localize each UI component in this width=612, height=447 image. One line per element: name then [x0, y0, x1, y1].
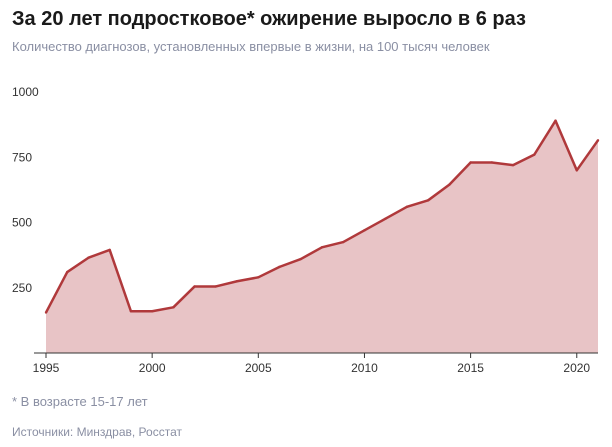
- data-point-2021: [596, 139, 600, 142]
- data-point-2013: [426, 199, 430, 202]
- x-tick-label-1995: 1995: [33, 361, 60, 375]
- data-point-2010: [363, 229, 366, 232]
- data-point-1999: [129, 310, 133, 313]
- data-point-1996: [66, 270, 69, 274]
- data-point-1997: [87, 256, 90, 259]
- x-tick-label-2005: 2005: [245, 361, 272, 375]
- data-point-2009: [342, 240, 345, 244]
- data-point-2006: [278, 265, 281, 269]
- x-tick-label-2020: 2020: [563, 361, 590, 375]
- source-note: Источники: Минздрав, Росстат: [12, 425, 182, 439]
- x-tick-label-2015: 2015: [457, 361, 484, 375]
- data-point-2005: [257, 276, 260, 279]
- y-tick-label-500: 500: [12, 216, 32, 230]
- data-point-2014: [448, 183, 451, 186]
- data-point-2011: [384, 217, 387, 220]
- data-point-2008: [320, 246, 324, 249]
- x-tick-label-2010: 2010: [351, 361, 378, 375]
- y-tick-label-1000: 1000: [12, 85, 39, 99]
- data-point-2001: [172, 306, 175, 309]
- y-tick-label-750: 750: [12, 150, 32, 164]
- data-point-2002: [193, 285, 196, 288]
- chart-title: За 20 лет подростковое* ожирение выросло…: [12, 8, 526, 30]
- data-point-2017: [511, 163, 515, 167]
- data-point-2019: [554, 119, 557, 122]
- data-point-2016: [490, 161, 494, 164]
- data-point-2018: [533, 153, 536, 156]
- data-point-2004: [235, 280, 239, 283]
- data-point-2020: [575, 169, 578, 172]
- footnote: * В возрасте 15-17 лет: [12, 394, 148, 409]
- data-point-1998: [108, 248, 111, 252]
- area-fill: [46, 120, 598, 354]
- data-point-2015: [469, 161, 472, 164]
- x-tick-label-2000: 2000: [139, 361, 166, 375]
- data-point-2003: [214, 285, 218, 288]
- data-point-2007: [299, 257, 302, 261]
- data-point-2012: [405, 205, 409, 209]
- chart-subtitle: Количество диагнозов, установленных впер…: [12, 39, 490, 54]
- data-point-1995: [44, 311, 48, 314]
- y-tick-label-250: 250: [12, 281, 32, 295]
- data-point-2000: [150, 310, 154, 313]
